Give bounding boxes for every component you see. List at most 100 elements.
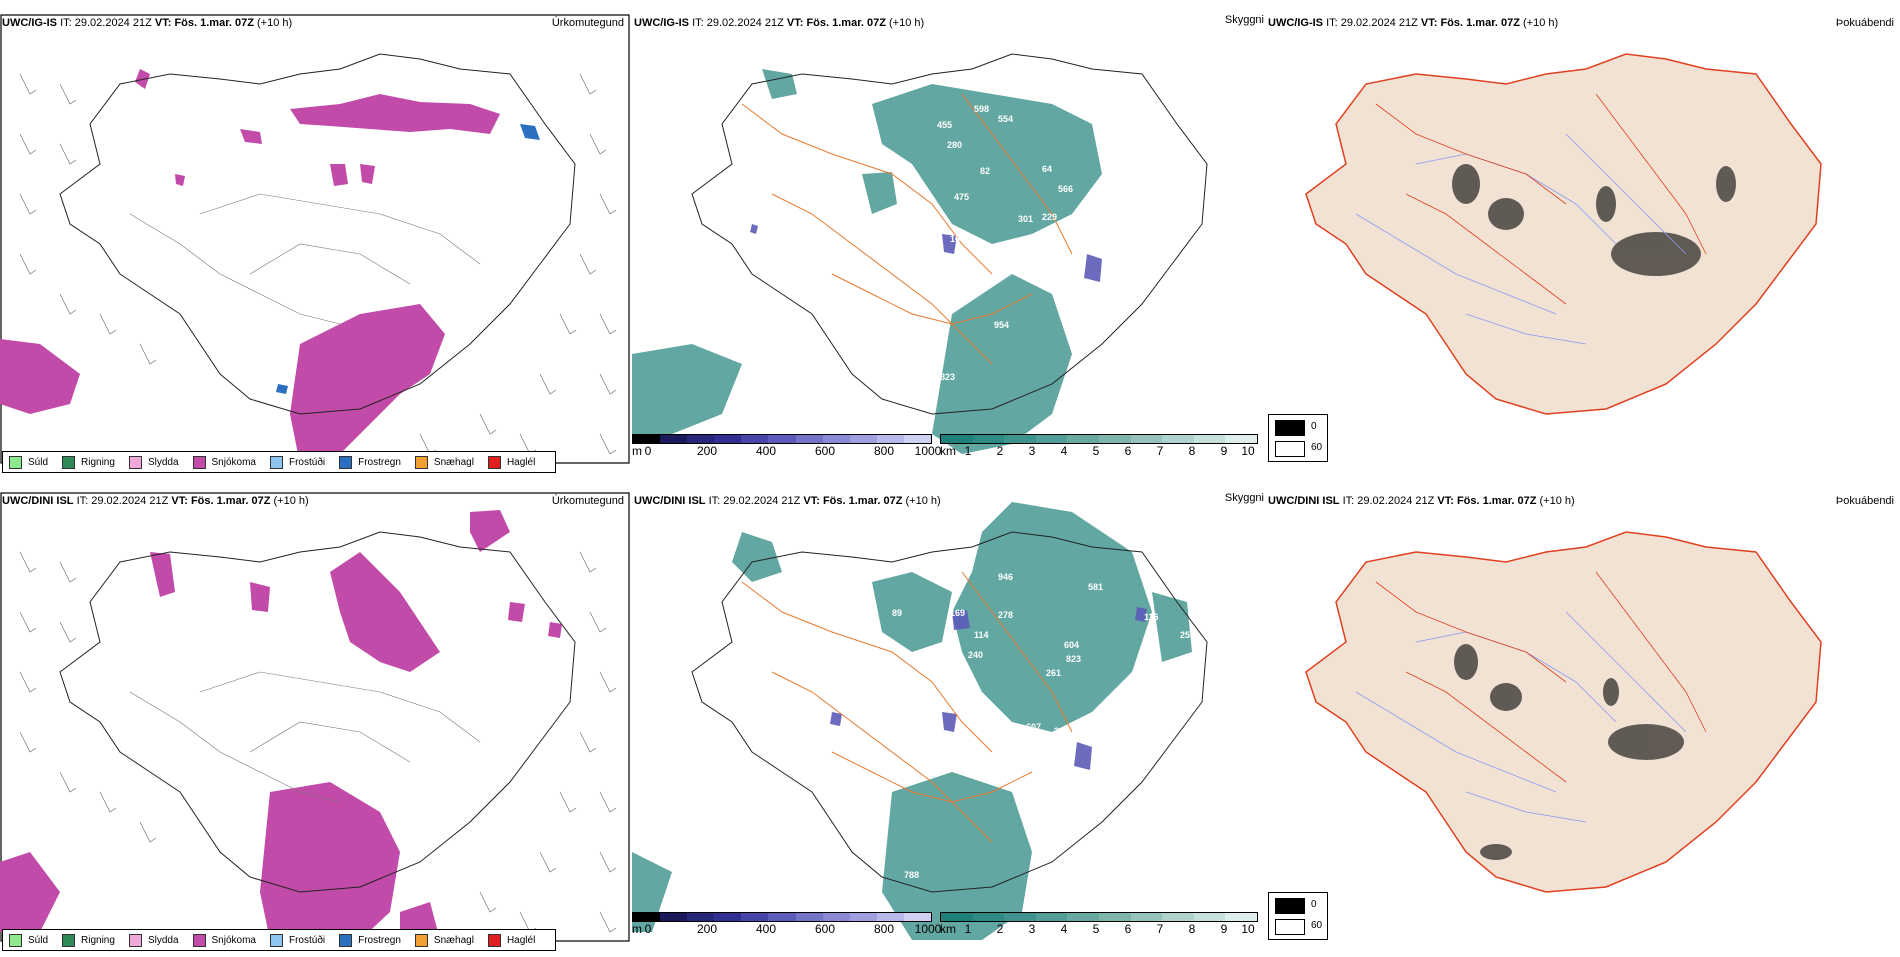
legend-swatch [487,455,501,469]
cloud-label: 36 [1054,726,1064,736]
cloud-label: 89 [892,608,902,618]
fog-map-row1 [1305,53,1822,415]
legend-swatch [128,933,142,947]
legend-item-drizzle: Súld [9,933,48,947]
height-colorbar-row2: m 0 200 400 600 800 1000 [632,912,941,936]
fog-legend-row1: 0 60 [1268,414,1328,462]
cloud-label: 169 [950,608,965,618]
cloud-label: 591 [880,218,895,228]
legend-swatch [62,455,76,469]
cloud-label: 82 [980,166,990,176]
legend-item-freezing-rain: Frostregn [339,455,401,469]
legend-swatch [339,933,353,947]
visibility-colorbar-row2: km 1 2 3 4 5 6 7 8 9 10 [940,912,1258,936]
legend-swatch [192,455,206,469]
legend-swatch [487,933,501,947]
cloud-label: 64 [1042,164,1052,174]
cloud-label: 598 [974,104,989,114]
legend-swatch [9,933,22,947]
cloud-label: 554 [998,114,1013,124]
legend-item-snow-pellets: Snæhagl [414,933,474,947]
legend-swatch [414,933,428,947]
cloud-label: 954 [994,320,1009,330]
cloud-title-row2: Skyggni [1224,492,1264,504]
precip-title-row1: Úrkomutegund [551,17,624,29]
cloud-label: 146 [1110,262,1125,272]
cloud-label: 164 [950,234,965,244]
cloud-label: 499 [1020,266,1035,276]
fog-title-row2: Þokuábendi [1835,495,1894,507]
legend-item-freezing-drizzle: Frostúði [269,455,325,469]
legend-swatch [128,455,142,469]
fog-panel-row1: UWC/IG-IS IT: 29.02.2024 21Z VT: Fös. 1.… [1266,14,1900,479]
legend-item-snow: Snjókoma [192,933,256,947]
cloud-label: 946 [998,572,1013,582]
legend-item-snow: Snjókoma [192,455,256,469]
precip-legend-row2: Súld Rigning Slydda Snjókoma Frostúði Fr… [2,929,557,951]
legend-swatch [9,455,22,469]
cloud-label: 566 [1058,184,1073,194]
precip-panel-row1: UWC/IG-IS IT: 29.02.2024 21Z VT: Fös. 1.… [0,14,630,479]
cloud-label: 229 [1042,212,1057,222]
legend-item-hail: Haglél [487,455,535,469]
cloud-panel-row2: 946 581 89 169 278 116 114 25 240 604 82… [632,492,1266,957]
legend-swatch [192,933,206,947]
cloud-label: 823 [1066,654,1081,664]
precip-panel-row2: UWC/DINI ISL IT: 29.02.2024 21Z VT: Fös.… [0,492,630,957]
legend-item-hail: Haglél [487,933,535,947]
legend-swatch [339,455,353,469]
precip-legend-row1: Súld Rigning Slydda Snjókoma Frostúði Fr… [2,451,557,473]
fog-map-row2 [1305,531,1822,893]
height-colorbar-row1: m 0 200 400 600 800 1000 [632,434,941,458]
cloud-label: 252 [890,240,905,250]
cloud-label: 25 [1180,630,1190,640]
precip-map-row2 [0,492,630,942]
cloud-header-row2: UWC/DINI ISL IT: 29.02.2024 21Z VT: Fös.… [634,495,941,507]
cloud-label: 475 [954,192,969,202]
cloud-label: 240 [968,650,983,660]
cloud-label: 14 [954,704,964,714]
precip-header-row1: UWC/IG-IS IT: 29.02.2024 21Z VT: Fös. 1.… [2,17,293,29]
fog-header-row1: UWC/IG-IS IT: 29.02.2024 21Z VT: Fös. 1.… [1268,17,1559,29]
cloud-label: 261 [1046,668,1061,678]
cloud-label: 788 [904,870,919,880]
legend-swatch [414,455,428,469]
cloud-label: 581 [1088,582,1103,592]
legend-item-snow-pellets: Snæhagl [414,455,474,469]
legend-item-drizzle: Súld [9,455,48,469]
cloud-label: 823 [940,372,955,382]
cloud-label: 607 [1026,722,1041,732]
cloud-label: 116 [1144,612,1159,622]
cloud-label: 289 [1070,266,1085,276]
legend-item-rain: Rigning [62,933,115,947]
legend-item-rain: Rigning [62,455,115,469]
cloud-map-row2: 946 581 89 169 278 116 114 25 240 604 82… [632,502,1208,940]
cloud-header-row1: UWC/IG-IS IT: 29.02.2024 21Z VT: Fös. 1.… [634,17,925,29]
legend-item-sleet: Slydda [128,933,179,947]
legend-swatch [62,933,76,947]
legend-item-sleet: Slydda [128,455,179,469]
precip-map-row1 [0,14,630,464]
cloud-height-labels-row2: 946 581 89 169 278 116 114 25 240 604 82… [892,572,1190,880]
freezing-rain-areas [276,124,540,394]
cloud-label: 301 [1018,214,1033,224]
cloud-label: 604 [1064,640,1079,650]
precip-header-row2: UWC/DINI ISL IT: 29.02.2024 21Z VT: Fös.… [2,495,309,507]
fog-panel-row2: UWC/DINI ISL IT: 29.02.2024 21Z VT: Fös.… [1266,492,1900,957]
cloud-label: 278 [998,610,1013,620]
cloud-label: 139 [1114,728,1129,738]
cloud-label: 455 [937,120,952,130]
legend-item-freezing-drizzle: Frostúði [269,933,325,947]
cloud-map-row1: 455 598 554 280 82 64 475 566 591 301 22… [632,53,1208,454]
legend-item-freezing-rain: Frostregn [339,933,401,947]
cloud-panel-row1: 455 598 554 280 82 64 475 566 591 301 22… [632,14,1266,479]
legend-swatch [269,933,283,947]
precip-title-row2: Úrkomutegund [551,495,624,507]
fog-header-row2: UWC/DINI ISL IT: 29.02.2024 21Z VT: Fös.… [1268,495,1575,507]
cloud-label: 114 [974,630,989,640]
cloud-label: 27 [894,706,904,716]
fog-title-row1: Þokuábendi [1835,17,1894,29]
cloud-label: 280 [947,140,962,150]
cloud-height-labels-row1: 455 598 554 280 82 64 475 566 591 301 22… [880,104,1125,392]
legend-swatch [269,455,283,469]
